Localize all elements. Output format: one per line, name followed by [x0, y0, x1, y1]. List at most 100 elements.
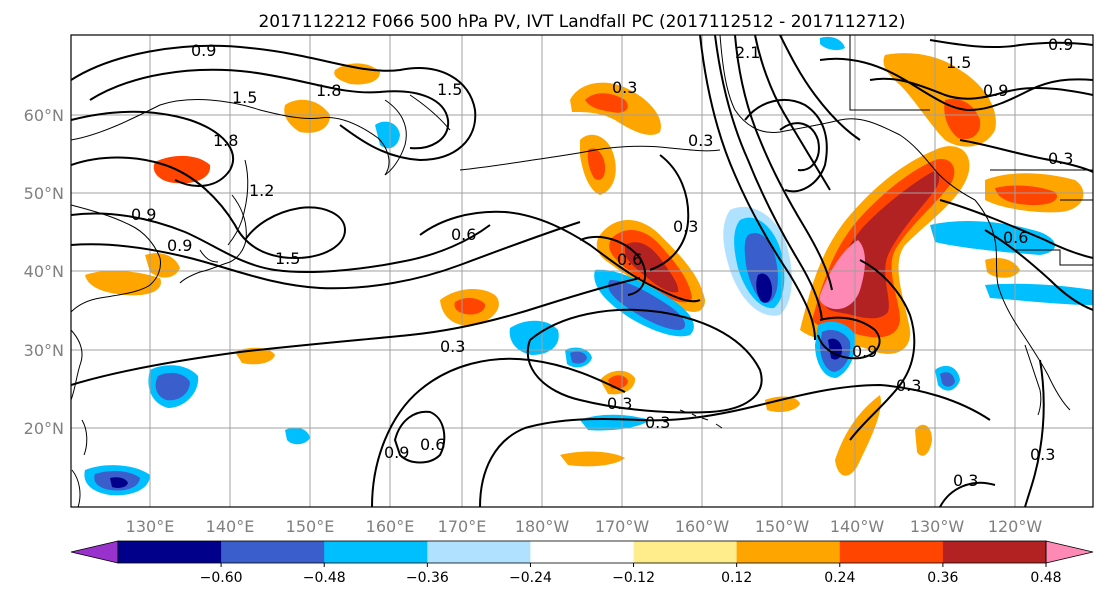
contour-ne-1 — [819, 57, 1093, 112]
colorbar-extend-low — [70, 540, 119, 564]
fill-orange-ca — [985, 258, 1020, 278]
pv-anomaly-fills — [84, 36, 1093, 496]
coastlines — [71, 35, 1093, 507]
lat-label-40n: 40°N — [24, 262, 64, 281]
pv-contours — [71, 35, 1093, 507]
lat-label-60n: 60°N — [24, 106, 64, 125]
fill-royalblue-se — [940, 372, 955, 387]
coast-korea-china — [71, 204, 161, 313]
colorbar-tick-label: 0.36 — [927, 570, 958, 586]
contour-se-loop — [939, 481, 996, 507]
lon-label: 130°W — [910, 517, 965, 536]
colorbar-cell — [118, 541, 222, 563]
contour-label: 0.9 — [1048, 35, 1073, 54]
contour-ne-3 — [929, 39, 1093, 49]
graticule — [71, 35, 1093, 507]
map-frame — [70, 34, 1094, 508]
lon-label: 150°E — [286, 517, 335, 536]
fill-skyblue-ne — [930, 220, 1055, 255]
lat-label-50n: 50°N — [24, 184, 64, 203]
contour-label: 0.9 — [384, 443, 409, 462]
contour-label: 1.5 — [232, 88, 257, 107]
fill-orange-se-strip — [835, 395, 881, 476]
contour-alaska-1 — [744, 99, 828, 193]
colorbar-tick-label: −0.48 — [303, 570, 346, 586]
fill-orange-trop-south — [560, 451, 625, 467]
fill-skyblue-alaska — [820, 36, 845, 51]
colorbar-tick-label: 0.48 — [1030, 570, 1061, 586]
contour-label: 1.8 — [213, 131, 238, 150]
contour-label: 0.3 — [440, 337, 465, 356]
fill-royalblue-midpac — [608, 280, 686, 330]
fill-orange-sakhalin — [284, 99, 330, 133]
fill-skyblue-ca-coast — [985, 283, 1093, 305]
colorbar-tick-label: 0.24 — [824, 570, 855, 586]
lon-label: 180°W — [515, 517, 570, 536]
fill-skyblue-20N — [285, 427, 310, 445]
coast-taiwan-phil — [71, 419, 88, 507]
coast-alaska — [719, 35, 976, 201]
map-panel: 0.9 1.5 1.8 1.8 0.3 1.5 0.9 1.2 1.5 0.9 … — [71, 35, 1093, 507]
coast-baja — [1024, 344, 1042, 416]
lat-label-20n: 20°N — [24, 419, 64, 438]
contour-label: 1.5 — [437, 80, 462, 99]
contour-label: 0.9 — [852, 342, 877, 361]
figure-title: 2017112212 F066 500 hPa PV, IVT Landfall… — [258, 12, 905, 32]
contour-label: 0.3 — [645, 413, 670, 432]
fill-red-npac — [587, 148, 606, 180]
lon-label: 170°E — [438, 517, 487, 536]
contour-label: 0.3 — [953, 471, 978, 490]
contour-se-0p3 — [1024, 359, 1045, 507]
contour-0p6-mid — [419, 210, 701, 303]
colorbar-cell — [427, 541, 531, 563]
latitude-labels: 60°N 50°N 40°N 30°N 20°N — [24, 106, 64, 438]
colorbar-cell — [221, 541, 325, 563]
lon-label: 130°E — [126, 517, 175, 536]
colorbar-ticks: −0.60 −0.48 −0.36 −0.24 −0.12 0.12 0.24 0.36 0.4… — [200, 563, 1062, 586]
contour-mid-loop — [579, 235, 647, 296]
contour-asia-4 — [71, 221, 581, 290]
contour-0p3-east — [984, 229, 1093, 311]
lon-label: 160°W — [675, 517, 730, 536]
contour-label: 0.3 — [1048, 149, 1073, 168]
fill-navy-philippine — [110, 477, 128, 488]
lon-label: 170°W — [595, 517, 650, 536]
fill-royalblue-wpac — [570, 351, 587, 364]
lon-label: 150°W — [755, 517, 810, 536]
contour-label: 0.3 — [896, 376, 921, 395]
fill-orange-south-east — [915, 424, 932, 456]
contour-label-group: 0.9 1.5 1.8 1.8 0.3 1.5 0.9 1.2 1.5 0.9 … — [131, 35, 1073, 490]
contour-label: 0.6 — [617, 250, 642, 269]
fill-red-sea-of-okhotsk — [153, 155, 211, 184]
colorbar-cell — [530, 541, 635, 563]
fill-navy-sub-central — [828, 338, 842, 360]
fill-red-kamchatka — [585, 93, 628, 113]
contour-high-lat-2 — [89, 68, 450, 150]
contour-label: 0.6 — [420, 435, 445, 454]
colorbar-tick-label: −0.24 — [509, 570, 552, 586]
colorbar-cells — [118, 541, 1047, 563]
contour-label: 0.9 — [167, 236, 192, 255]
lon-label: 160°E — [366, 517, 415, 536]
contour-0p3-mid-2 — [649, 154, 690, 271]
contour-label: 0.3 — [673, 217, 698, 236]
contour-trough-1 — [699, 35, 816, 341]
contour-label: 1.8 — [316, 81, 341, 100]
contour-label: 0.9 — [131, 205, 156, 224]
lat-label-30n: 30°N — [24, 341, 64, 360]
contour-0p9-sub — [817, 316, 881, 360]
contour-trough-4 — [754, 35, 831, 191]
contour-label: 0.3 — [607, 394, 632, 413]
coast-sakhalin — [227, 159, 249, 246]
contour-asia-3 — [71, 212, 491, 273]
coast-na-inland-1 — [849, 35, 1093, 266]
colorbar-tick-label: 0.12 — [721, 570, 752, 586]
coast-japan — [179, 194, 247, 284]
colorbar-cell — [942, 541, 1047, 563]
contour-label: 1.5 — [946, 53, 971, 72]
colorbar: −0.60 −0.48 −0.36 −0.24 −0.12 0.12 0.24 0.36 0.4… — [70, 540, 1094, 586]
contour-0p9-loop — [393, 410, 446, 464]
contour-trough-5 — [779, 35, 861, 141]
contour-asia-1 — [71, 110, 235, 187]
